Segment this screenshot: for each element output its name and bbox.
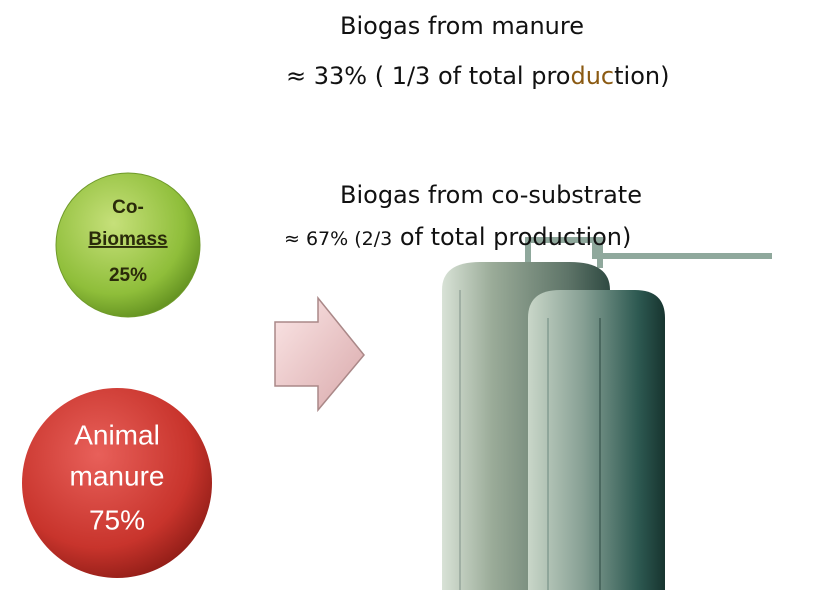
co-biomass-label: Co- <box>112 197 144 218</box>
text: ≈ 67% (2/3 <box>284 228 392 250</box>
co-biomass-label: Biomass <box>88 229 167 250</box>
co-biomass-circle: Co- Biomass 25% <box>56 173 200 317</box>
subheading: ≈ 33% ( 1/3 of total production) <box>286 62 669 90</box>
animal-manure-circle: Animal manure 75% <box>22 388 212 578</box>
biogas-tanks <box>442 240 772 590</box>
subheading: ≈ 67% (2/3 of total production) <box>284 223 631 251</box>
heading: Biogas from manure <box>340 12 584 40</box>
text: of total production) <box>392 223 631 251</box>
text: ≈ 33% ( 1/3 of total pro <box>286 62 570 90</box>
text: tion) <box>614 62 669 90</box>
animal-manure-label: Animal <box>74 419 160 450</box>
co-biomass-share: 25% <box>109 265 147 286</box>
animal-manure-label: manure <box>70 460 165 491</box>
arrow <box>275 298 364 410</box>
highlight: duc <box>570 62 614 90</box>
heading: Biogas from co-substrate <box>340 181 642 209</box>
graphics: Co- Biomass 25% Animal manure 75% <box>0 0 829 603</box>
animal-manure-share: 75% <box>89 504 145 535</box>
slide: Co- Biomass 25% Animal manure 75% Biogas… <box>0 0 829 603</box>
